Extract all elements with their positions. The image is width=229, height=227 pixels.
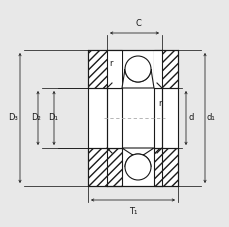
Text: d₁: d₁ — [206, 114, 214, 123]
Text: T₁: T₁ — [128, 207, 136, 217]
Text: r: r — [109, 59, 112, 67]
Bar — [106, 88, 121, 148]
Bar — [88, 50, 177, 186]
Bar — [153, 50, 161, 88]
Text: D₃: D₃ — [8, 114, 18, 123]
Text: D₂: D₂ — [31, 114, 41, 123]
Text: C: C — [134, 20, 140, 29]
Polygon shape — [121, 148, 153, 167]
Polygon shape — [121, 69, 153, 88]
Polygon shape — [88, 50, 121, 88]
Text: r: r — [157, 99, 161, 109]
Circle shape — [124, 154, 150, 180]
Text: D₁: D₁ — [48, 114, 58, 123]
Polygon shape — [153, 50, 177, 88]
Polygon shape — [88, 148, 121, 186]
Bar — [153, 88, 161, 148]
Polygon shape — [153, 148, 177, 186]
Text: d: d — [188, 114, 193, 123]
Bar — [106, 50, 121, 88]
Circle shape — [124, 56, 150, 82]
